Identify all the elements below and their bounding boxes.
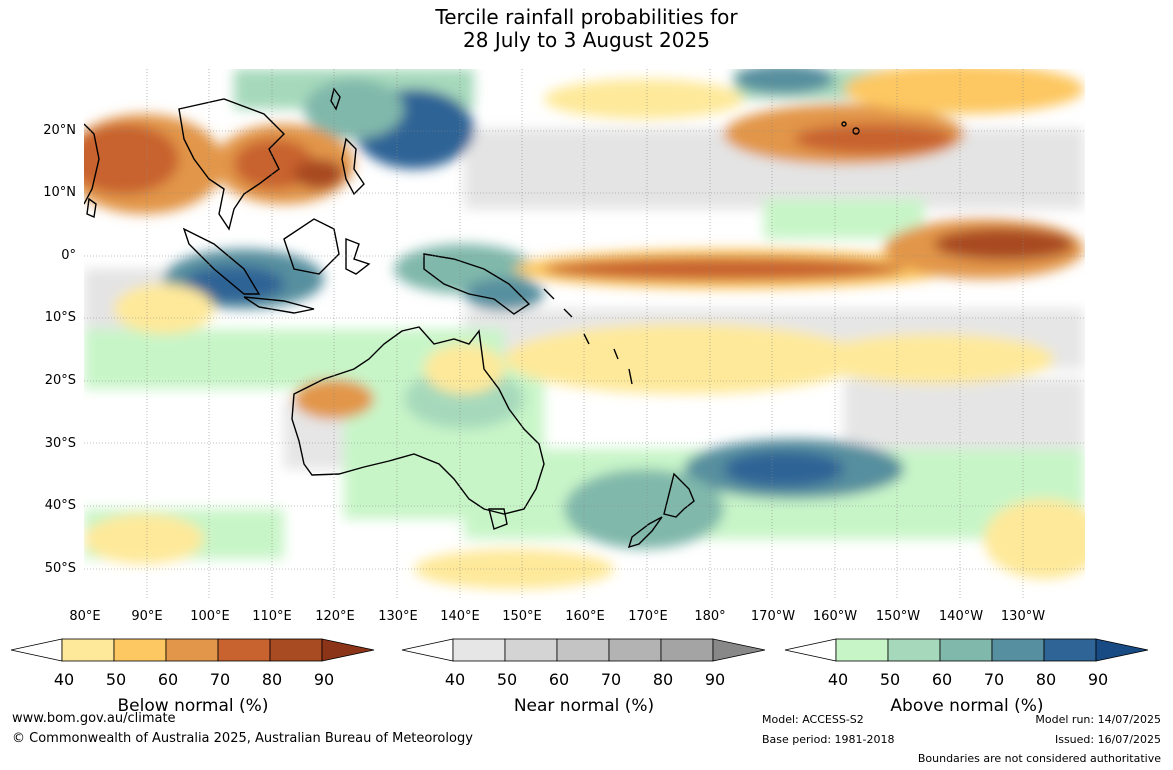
near-tick-70: 70 — [600, 670, 622, 689]
colorbar-segment — [1095, 638, 1149, 662]
colorbar-segment — [784, 638, 837, 662]
lon-label-130e: 130°E — [378, 609, 418, 624]
near-tick-90: 90 — [704, 670, 726, 689]
below-tick-40: 40 — [53, 670, 75, 689]
base-period: Base period: 1981-2018 — [762, 733, 895, 746]
above-tick-60: 60 — [931, 670, 953, 689]
near-tick-50: 50 — [496, 670, 518, 689]
below-tick-90: 90 — [313, 670, 335, 689]
near-normal-title: Near normal (%) — [513, 696, 655, 716]
lat-label-40s: 40°S — [44, 498, 76, 513]
colorbar-segment — [217, 638, 271, 662]
colorbar-segment — [165, 638, 219, 662]
australia-outline — [291, 326, 545, 515]
colorbar-segment — [504, 638, 558, 662]
lon-label-170w: 170°W — [750, 609, 796, 624]
colorbar-segment — [1043, 638, 1097, 662]
lon-label-120e: 120°E — [315, 609, 355, 624]
above-normal-title: Above normal (%) — [890, 696, 1044, 716]
sulawesi-outline — [345, 237, 371, 275]
lon-label-160e: 160°E — [565, 609, 605, 624]
graticule — [84, 69, 1085, 600]
tasmania-outline — [488, 508, 508, 530]
below-tick-80: 80 — [261, 670, 283, 689]
below-tick-50: 50 — [105, 670, 127, 689]
lon-label-170e: 170°E — [628, 609, 668, 624]
map-canvas — [84, 69, 1085, 600]
above-tick-50: 50 — [879, 670, 901, 689]
pacific-islands — [543, 288, 633, 385]
colorbar-segment — [991, 638, 1045, 662]
java-outline — [243, 296, 315, 314]
lon-label-100e: 100°E — [190, 609, 230, 624]
new-zealand-south-outline — [627, 516, 663, 549]
sumatra-outline — [182, 227, 261, 295]
lon-label-160w: 160°W — [812, 609, 858, 624]
model-name: Model: ACCESS-S2 — [762, 713, 864, 726]
map-title-line1: Tercile rainfall probabilities for — [435, 5, 738, 29]
colorbar-segment — [113, 638, 167, 662]
sri-lanka-outline — [86, 197, 97, 218]
lon-label-150w: 150°W — [875, 609, 921, 624]
colorbar-segment — [939, 638, 993, 662]
copyright-text: © Commonwealth of Australia 2025, Austra… — [12, 731, 473, 746]
above-tick-90: 90 — [1087, 670, 1109, 689]
near-tick-80: 80 — [652, 670, 674, 689]
lon-label-140e: 140°E — [440, 609, 480, 624]
lat-label-20n: 20°N — [43, 123, 76, 138]
colorbar-segment — [10, 638, 63, 662]
lon-label-140w: 140°W — [938, 609, 984, 624]
lat-label-10n: 10°N — [43, 185, 76, 200]
lon-label-90e: 90°E — [131, 609, 163, 624]
map-title-line2: 28 July to 3 August 2025 — [463, 28, 710, 52]
model-run-date: Model run: 14/07/2025 — [1035, 713, 1161, 726]
above-tick-70: 70 — [983, 670, 1005, 689]
website-link[interactable]: www.bom.gov.au/climate — [12, 711, 176, 726]
below-tick-70: 70 — [209, 670, 231, 689]
borneo-outline — [283, 218, 340, 275]
lon-label-80e: 80°E — [69, 609, 101, 624]
boundaries-disclaimer: Boundaries are not considered authoritat… — [917, 752, 1161, 765]
hawaii-outline — [841, 121, 847, 127]
lat-label-30s: 30°S — [44, 436, 76, 451]
below-tick-60: 60 — [157, 670, 179, 689]
colorbar-segment — [61, 638, 115, 662]
lat-label-50s: 50°S — [44, 561, 76, 576]
taiwan-outline — [330, 87, 341, 111]
colorbar-above-normal — [784, 638, 1149, 662]
colorbar-segment — [321, 638, 375, 662]
new-guinea-outline — [423, 253, 531, 315]
lon-label-150e: 150°E — [502, 609, 542, 624]
rainfall-probability-map — [84, 69, 1085, 600]
india-outline — [84, 123, 100, 205]
colorbar-segment — [608, 638, 662, 662]
lat-label-10s: 10°S — [44, 310, 76, 325]
near-tick-40: 40 — [444, 670, 466, 689]
philippines-outline — [341, 137, 365, 196]
colorbar-near-normal — [401, 638, 766, 662]
colorbar-segment — [660, 638, 714, 662]
colorbar-segment — [835, 638, 889, 662]
issued-date: Issued: 16/07/2025 — [1054, 733, 1161, 746]
colorbar-segment — [401, 638, 454, 662]
above-tick-80: 80 — [1035, 670, 1057, 689]
colorbar-segment — [887, 638, 941, 662]
colorbar-segment — [452, 638, 506, 662]
lon-label-130w: 130°W — [1000, 609, 1046, 624]
probability-shading — [84, 69, 1085, 589]
lon-label-110e: 110°E — [252, 609, 292, 624]
lat-label-20s: 20°S — [44, 373, 76, 388]
colorbar-segment — [269, 638, 323, 662]
colorbar-segment — [556, 638, 610, 662]
lat-label-0: 0° — [61, 248, 76, 263]
lon-label-180: 180° — [694, 609, 726, 624]
new-zealand-north-outline — [663, 472, 695, 518]
near-tick-60: 60 — [548, 670, 570, 689]
above-tick-40: 40 — [827, 670, 849, 689]
below-normal-title: Below normal (%) — [117, 696, 269, 716]
se-asia-outline — [178, 98, 285, 231]
colorbar-segment — [712, 638, 766, 662]
colorbar-below-normal — [10, 638, 375, 662]
